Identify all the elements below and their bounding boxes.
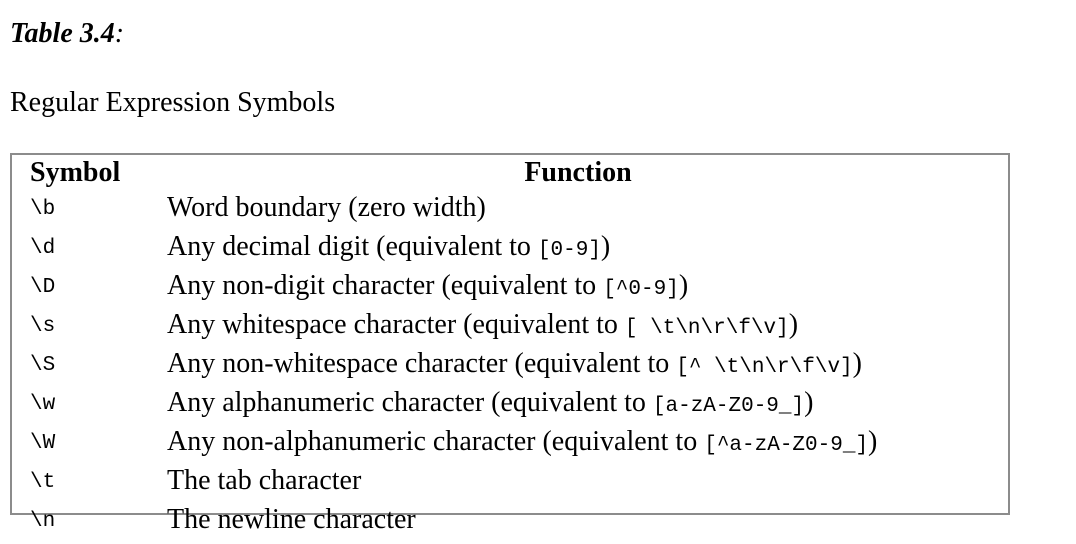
function-close: ) [788,309,799,340]
caption-label: Table 3.4 [10,18,115,49]
function-close: ) [804,387,814,418]
regex-symbols-table: Symbol Function \b Word boundary (zero w… [30,155,989,541]
table-row: \w Any alphanumeric character (equivalen… [30,385,989,424]
symbol-cell: \w [30,393,56,416]
symbol-cell: \W [30,432,56,455]
table-row: \t The tab character [30,463,989,502]
function-cell: The newline character [167,502,989,541]
function-code: [^a-zA-Z0-9_] [704,434,869,457]
table-caption: Table 3.4: [10,14,124,54]
table-row: \n The newline character [30,502,989,541]
function-code: [^ \t\n\r\f\v] [676,356,853,379]
table-row: \b Word boundary (zero width) [30,190,989,229]
symbol-cell: \d [30,237,56,260]
function-code: [ \t\n\r\f\v] [624,317,789,340]
symbol-cell: \D [30,276,56,299]
table-row: \D Any non-digit character (equivalent t… [30,268,989,307]
function-cell: Any non-alphanumeric character (equivale… [167,424,989,463]
symbol-cell: \s [30,315,56,338]
function-text: Word boundary (zero width) [167,192,486,223]
function-cell: The tab character [167,463,989,502]
table-row: \s Any whitespace character (equivalent … [30,307,989,346]
table-title: Regular Expression Symbols [10,87,336,118]
table-row: \d Any decimal digit (equivalent to [0-9… [30,229,989,268]
function-cell: Any non-whitespace character (equivalent… [167,346,989,385]
table-frame: Symbol Function \b Word boundary (zero w… [10,153,1010,535]
symbol-cell: \S [30,354,56,377]
symbol-cell: \t [30,471,56,494]
function-close: ) [678,270,689,301]
function-close: ) [600,231,611,262]
function-cell: Any alphanumeric character (equivalent t… [167,385,989,424]
function-code: [0-9] [537,239,601,262]
symbol-cell: \n [30,510,56,533]
function-code: [a-zA-Z0-9_] [652,395,805,418]
function-close: ) [868,426,878,457]
table-row: \W Any non-alphanumeric character (equiv… [30,424,989,463]
function-text: Any alphanumeric character (equivalent t… [167,387,653,418]
function-text: Any non-digit character (equivalent to [167,270,604,301]
function-text: Any non-alphanumeric character (equivale… [167,426,705,457]
caption-colon: : [114,18,125,49]
function-text: Any non-whitespace character (equivalent… [167,348,677,379]
function-code: [^0-9] [603,278,679,301]
function-text: Any whitespace character (equivalent to [167,309,625,340]
table-header-row: Symbol Function [30,155,989,190]
function-text: Any decimal digit (equivalent to [167,231,538,262]
header-symbol: Symbol [30,157,121,188]
function-cell: Any whitespace character (equivalent to … [167,307,989,346]
function-text: The tab character [167,465,362,496]
symbol-cell: \b [30,198,56,221]
header-function: Function [524,157,632,188]
function-cell: Any non-digit character (equivalent to [… [167,268,989,307]
function-close: ) [852,348,862,379]
function-text: The newline character [167,504,416,535]
table-row: \S Any non-whitespace character (equival… [30,346,989,385]
function-cell: Any decimal digit (equivalent to [0-9]) [167,229,989,268]
function-cell: Word boundary (zero width) [167,190,989,229]
